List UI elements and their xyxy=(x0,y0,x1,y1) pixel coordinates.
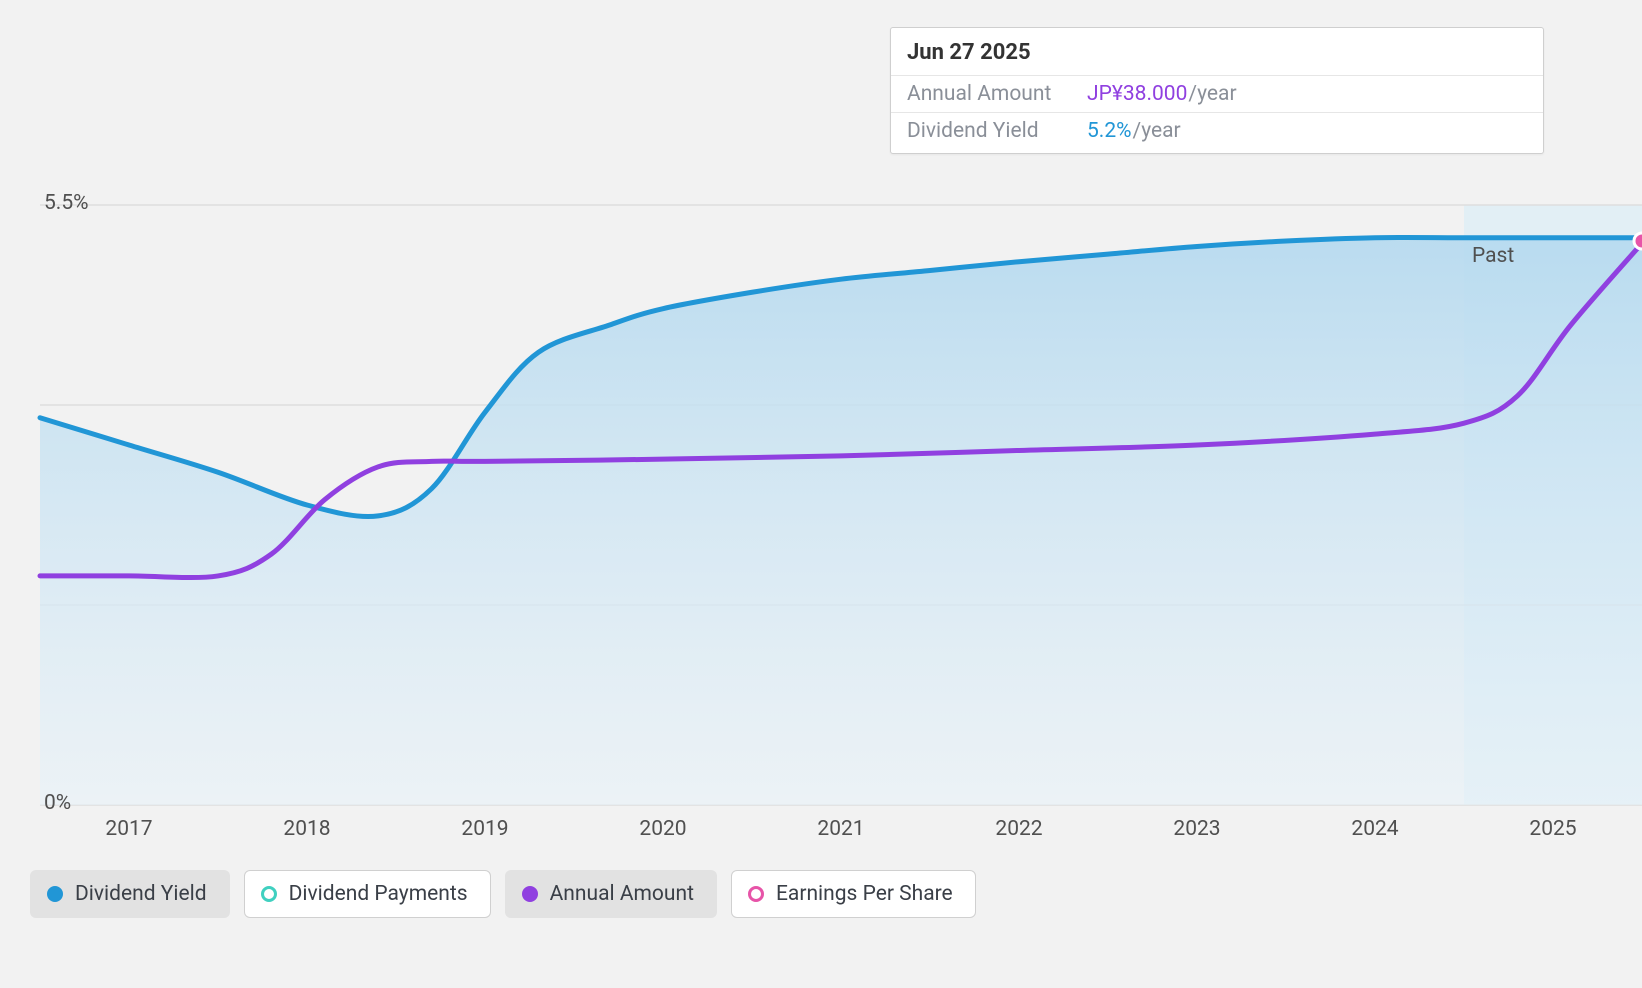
y-axis-label: 5.5% xyxy=(44,191,89,215)
legend-swatch xyxy=(748,886,764,902)
tooltip-key: Dividend Yield xyxy=(907,119,1087,143)
legend-swatch xyxy=(522,886,538,902)
tooltip-row: Annual AmountJP¥38.000/year xyxy=(891,76,1543,113)
x-axis-label: 2023 xyxy=(1173,817,1220,841)
legend-label: Annual Amount xyxy=(550,882,694,906)
x-axis-label: 2020 xyxy=(639,817,686,841)
chart-legend: Dividend Yield Dividend Payments Annual Am… xyxy=(30,870,976,918)
legend-label: Dividend Payments xyxy=(289,882,468,906)
legend-item-dividend-payments[interactable]: Dividend Payments xyxy=(244,870,491,918)
chart-tooltip: Jun 27 2025 Annual AmountJP¥38.000/yearD… xyxy=(890,27,1544,154)
tooltip-row: Dividend Yield5.2%/year xyxy=(891,113,1543,153)
legend-item-earnings-per-share[interactable]: Earnings Per Share xyxy=(731,870,976,918)
x-axis-label: 2019 xyxy=(461,817,508,841)
y-axis-label: 0% xyxy=(44,791,71,815)
legend-item-annual-amount[interactable]: Annual Amount xyxy=(505,870,717,918)
tooltip-unit: /year xyxy=(1188,82,1236,106)
tooltip-date: Jun 27 2025 xyxy=(891,34,1543,76)
past-label: Past xyxy=(1472,244,1514,268)
tooltip-rows: Annual AmountJP¥38.000/yearDividend Yiel… xyxy=(891,76,1543,153)
legend-swatch xyxy=(261,886,277,902)
x-axis-label: 2024 xyxy=(1351,817,1398,841)
legend-item-dividend-yield[interactable]: Dividend Yield xyxy=(30,870,230,918)
x-axis-label: 2018 xyxy=(283,817,330,841)
x-axis-label: 2025 xyxy=(1529,817,1576,841)
dividend-chart: Jun 27 2025 Annual AmountJP¥38.000/yearD… xyxy=(0,0,1642,988)
tooltip-value: 5.2% xyxy=(1087,119,1132,143)
x-axis-label: 2021 xyxy=(817,817,864,841)
tooltip-value: JP¥38.000 xyxy=(1087,82,1187,106)
legend-label: Dividend Yield xyxy=(75,882,207,906)
x-axis-label: 2022 xyxy=(995,817,1042,841)
legend-label: Earnings Per Share xyxy=(776,882,953,906)
x-axis-label: 2017 xyxy=(105,817,152,841)
legend-swatch xyxy=(47,886,63,902)
tooltip-unit: /year xyxy=(1133,119,1181,143)
tooltip-key: Annual Amount xyxy=(907,82,1087,106)
